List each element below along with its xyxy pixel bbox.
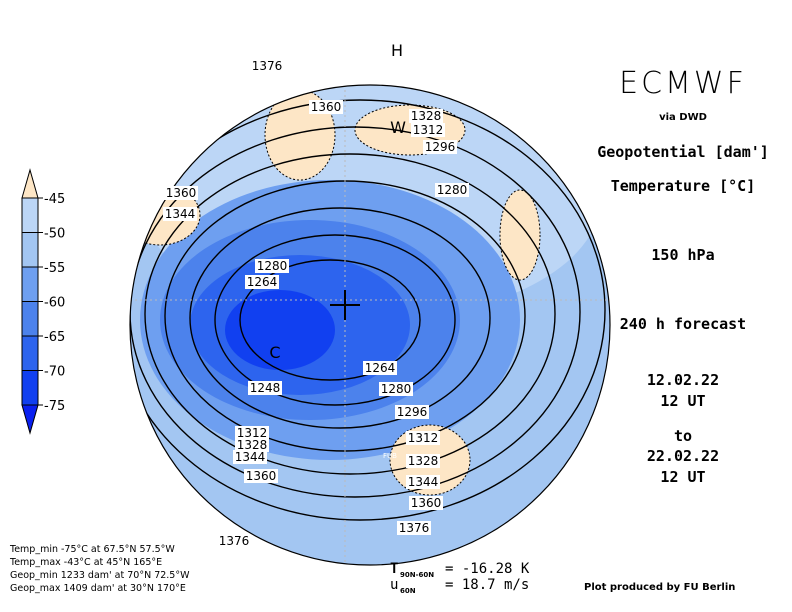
- stat-line: Geop_min 1233 dam' at 70°N 72.5°W: [10, 570, 190, 581]
- contour-label-box: [309, 100, 343, 114]
- contour-label-box: [409, 109, 443, 123]
- stat-line: Temp_max -43°C at 45°N 165°E: [9, 557, 162, 568]
- contour-label-box: [235, 426, 269, 440]
- contour-label-box: [397, 521, 431, 535]
- colorbar-label: -55: [44, 261, 65, 276]
- model-name: ECMWF: [619, 66, 747, 101]
- colorbar-cell: [21, 232, 39, 268]
- contour-label-box: [363, 361, 397, 375]
- map-marker: W: [390, 118, 406, 137]
- contour-label: 1376: [219, 534, 250, 548]
- t-symbol: T: [390, 561, 398, 577]
- contour-label: 1344: [165, 207, 196, 221]
- date-from: 12.02.22: [647, 371, 719, 389]
- contour-label-box: [163, 207, 197, 221]
- contour-label: 1360: [166, 186, 197, 200]
- to: to: [674, 427, 692, 445]
- contour-label: 1296: [425, 140, 456, 154]
- contour-label-box: [250, 59, 284, 73]
- contour-label-box: [395, 405, 429, 419]
- contour-label-box: [409, 496, 443, 510]
- source: via DWD: [659, 112, 707, 123]
- stat-line: Temp_min -75°C at 67.5°N 57.5°W: [9, 544, 175, 555]
- map-disk: [130, 85, 610, 565]
- time-to: 12 UT: [660, 468, 705, 486]
- level: 150 hPa: [651, 246, 714, 264]
- contour-labels: 1376136013281312129612801360134412801264…: [163, 41, 469, 548]
- date-to: 22.02.22: [647, 447, 719, 465]
- colorbar-cell: [21, 335, 39, 371]
- map-marker: C: [269, 343, 280, 362]
- contour-label-box: [435, 183, 469, 197]
- contour-label-box: [235, 438, 269, 452]
- colorbar-label: -70: [44, 365, 65, 380]
- contour-label: 1280: [437, 183, 468, 197]
- colorbar-label: -65: [44, 330, 65, 345]
- map-marker: FUB: [383, 452, 397, 460]
- contour-label: 1376: [399, 521, 430, 535]
- contour-label-box: [406, 475, 440, 489]
- colorbar-cell: [21, 301, 39, 337]
- contour-label: 1296: [397, 405, 428, 419]
- contour-label: 1280: [257, 259, 288, 273]
- contour-label-box: [406, 431, 440, 445]
- contour-label-box: [406, 454, 440, 468]
- contour-label: 1312: [237, 426, 268, 440]
- contour-label-box: [164, 186, 198, 200]
- contour-label: 1312: [408, 431, 439, 445]
- contour-label-box: [217, 534, 251, 548]
- contour-label: 1360: [246, 469, 277, 483]
- contour-label-box: [248, 381, 282, 395]
- contour-label-box: [423, 140, 457, 154]
- u-symbol: u: [390, 577, 398, 593]
- contour-label: 1264: [365, 361, 396, 375]
- forecast: 240 h forecast: [620, 315, 746, 333]
- u-sub: 60N: [400, 587, 416, 595]
- contour-label-box: [233, 450, 267, 464]
- time-from: 12 UT: [660, 392, 705, 410]
- colorbar-cell: [21, 370, 39, 406]
- t-sub: 90N-60N: [400, 571, 434, 579]
- contour-label: 1312: [413, 123, 444, 137]
- colorbar: -45 -50 -55 -60 -65 -70 -75: [21, 168, 65, 435]
- map-marker: H: [391, 41, 403, 60]
- colorbar-label: -60: [44, 296, 65, 311]
- contour-label: 1328: [408, 454, 439, 468]
- contour-label: 1360: [311, 100, 342, 114]
- contour-label: 1376: [252, 59, 283, 73]
- contour-label-box: [255, 259, 289, 273]
- contour-label: 1248: [250, 381, 281, 395]
- field-1: Geopotential [dam']: [597, 143, 769, 161]
- credit: Plot produced by FU Berlin: [584, 582, 735, 593]
- field-2: Temperature [°C]: [611, 177, 756, 195]
- colorbar-label: -75: [44, 399, 65, 414]
- map-border: [129, 84, 611, 566]
- contour-label: 1360: [411, 496, 442, 510]
- stat-line: Geop_max 1409 dam' at 30°N 170°E: [10, 583, 186, 594]
- colorbar-cell: [21, 197, 39, 233]
- contour-label-box: [379, 382, 413, 396]
- contour-label-box: [244, 469, 278, 483]
- stats: Temp_min -75°C at 67.5°N 57.5°W Temp_max …: [9, 544, 190, 594]
- colorbar-cap: [21, 404, 39, 435]
- colorbar-label: -50: [44, 227, 65, 242]
- colorbar-cap: [21, 168, 39, 199]
- contour-label: 1344: [235, 450, 266, 464]
- contour-label-box: [411, 123, 445, 137]
- u-value: = 18.7 m/s: [445, 577, 529, 593]
- t-value: = -16.28 K: [445, 561, 530, 577]
- contour-label-box: [245, 275, 279, 289]
- contour-label: 1344: [408, 475, 439, 489]
- contour-label: 1280: [381, 382, 412, 396]
- contour-label: 1328: [237, 438, 268, 452]
- contour-label: 1328: [411, 109, 442, 123]
- colorbar-label: -45: [44, 192, 65, 207]
- contour-label: 1264: [247, 275, 278, 289]
- colorbar-cell: [21, 266, 39, 302]
